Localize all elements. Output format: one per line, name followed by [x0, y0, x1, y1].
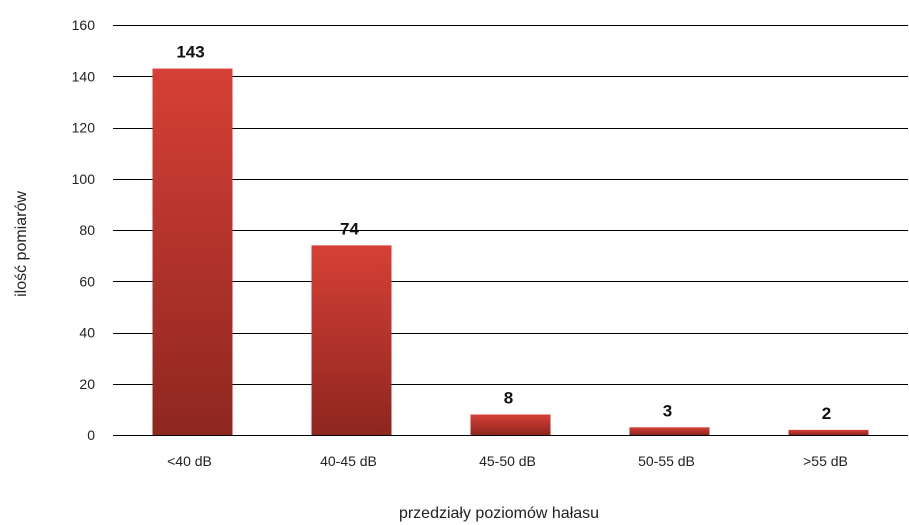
- bar-0: [152, 68, 233, 435]
- bar-1: [311, 245, 392, 435]
- y-tick-label: 120: [72, 120, 96, 136]
- data-label-1: 74: [340, 219, 359, 238]
- y-tick-label: 0: [87, 427, 95, 443]
- y-tick-label: 160: [72, 17, 96, 33]
- y-tick-label: 100: [72, 171, 96, 187]
- y-axis-title: ilość pomiarów: [13, 191, 30, 297]
- y-tick-label: 20: [79, 376, 95, 392]
- x-axis-ticks: <40 dB 40-45 dB 45-50 dB 50-55 dB >55 dB: [167, 453, 848, 469]
- y-axis-ticks: 0 20 40 60 80 100 120 140 160: [72, 17, 96, 443]
- data-label-0: 143: [176, 43, 204, 62]
- bars: [152, 68, 869, 435]
- bar-4: [788, 429, 869, 435]
- x-tick-label-0: <40 dB: [167, 453, 212, 469]
- data-labels: 143 74 8 3 2: [176, 43, 831, 423]
- bar-3: [629, 427, 710, 435]
- y-tick-label: 40: [79, 325, 95, 341]
- bar-2: [470, 414, 551, 435]
- gridlines: [113, 25, 908, 436]
- y-tick-label: 60: [79, 273, 95, 289]
- y-tick-label: 80: [79, 222, 95, 238]
- y-tick-label: 140: [72, 68, 96, 84]
- data-label-3: 3: [663, 401, 672, 420]
- data-label-4: 2: [822, 404, 831, 423]
- x-tick-label-2: 45-50 dB: [479, 453, 536, 469]
- data-label-2: 8: [504, 389, 513, 408]
- x-tick-label-3: 50-55 dB: [638, 453, 695, 469]
- x-tick-label-1: 40-45 dB: [320, 453, 377, 469]
- x-tick-label-4: >55 dB: [803, 453, 848, 469]
- x-axis-title: przedziały poziomów hałasu: [399, 505, 599, 522]
